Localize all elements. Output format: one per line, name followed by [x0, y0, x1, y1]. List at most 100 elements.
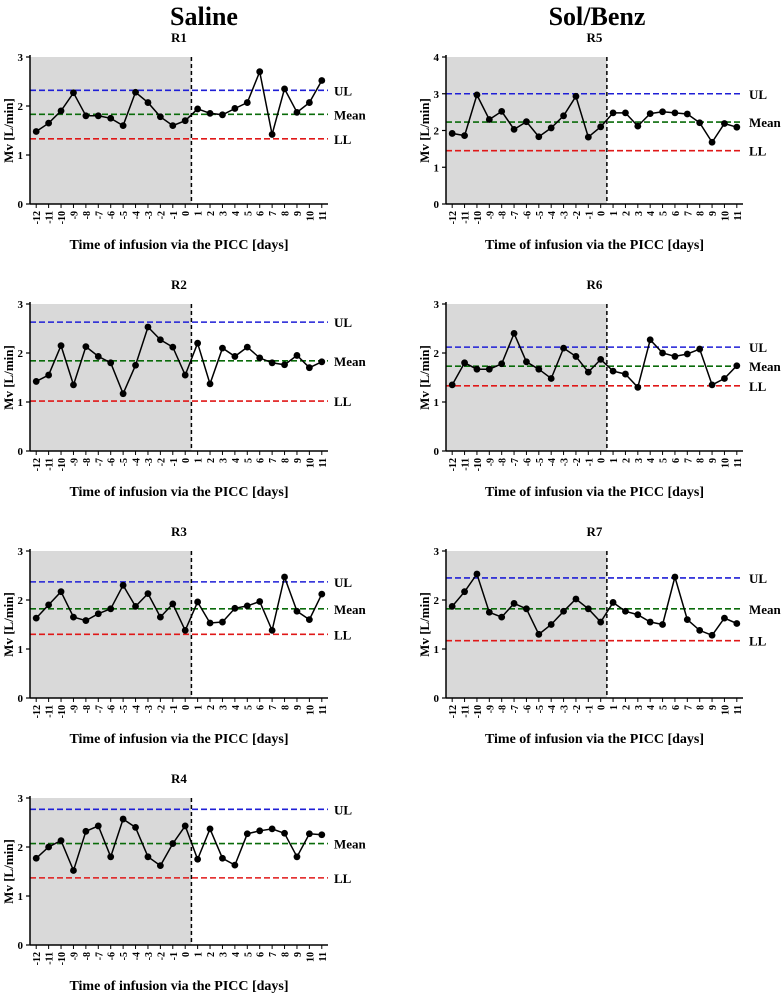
r5-data-point: [572, 92, 580, 100]
r4-x-tick-label: -10: [57, 952, 68, 965]
r2-data-point: [206, 380, 214, 388]
r1-x-tick-label: 3: [218, 211, 229, 216]
r3-data-point: [256, 598, 264, 605]
r4-x-tick-label: -6: [107, 952, 118, 960]
r4-x-tick-label: -11: [45, 952, 56, 965]
r4-data-point: [119, 815, 127, 823]
r4-x-tick-label: -1: [169, 952, 180, 960]
r2-data-point: [293, 352, 301, 359]
r6-data-point: [696, 345, 704, 353]
r4-data-point: [94, 822, 102, 830]
r5-y-axis-label: Mv [L/min]: [417, 98, 432, 163]
r7-data-point: [584, 605, 592, 613]
r2-x-tick-label: -7: [94, 458, 105, 466]
r1-ul-label: UL: [334, 83, 352, 98]
r4-x-tick-label: 11: [318, 952, 329, 961]
r4-data-point: [57, 837, 65, 845]
r3-x-tick-label: 0: [181, 705, 192, 710]
r1-x-tick-label: 5: [243, 211, 254, 216]
r5-x-tick-label: 2: [621, 211, 632, 216]
r2-x-tick-label: 7: [268, 458, 279, 463]
r1-y-tick-label: 2: [18, 101, 24, 113]
r6-mean-label: Mean: [749, 359, 782, 374]
r6-x-axis-label: Time of infusion via the PICC [days]: [485, 485, 704, 500]
r4-data-point: [293, 853, 301, 861]
r2-x-axis-label: Time of infusion via the PICC [days]: [69, 485, 288, 500]
r3-x-tick-label: -11: [45, 705, 56, 718]
r2-x-tick-label: -1: [169, 458, 180, 466]
r5-x-tick-label: 6: [671, 211, 682, 216]
r7-x-tick-label: 4: [646, 705, 657, 710]
r5-x-tick-label: 1: [609, 211, 620, 216]
r1-x-tick-label: 4: [231, 211, 242, 216]
r7-data-point: [485, 608, 493, 616]
r5-data-point: [510, 125, 518, 133]
r6-data-point: [609, 367, 617, 375]
r4-x-tick-label: -3: [144, 952, 155, 960]
r6-data-point: [659, 349, 666, 357]
r2-data-point: [305, 364, 313, 372]
r1-data-point: [156, 113, 164, 121]
r2-data-point: [57, 342, 65, 350]
r6-data-point: [597, 355, 605, 363]
r5-data-point: [683, 110, 691, 118]
r3-chart-title: R3: [171, 524, 187, 539]
r1-x-tick-label: 11: [318, 211, 329, 220]
r2-data-point: [318, 358, 326, 366]
r7-data-point: [535, 630, 543, 638]
r3-data-point: [219, 618, 226, 626]
r4-data-point: [231, 861, 239, 869]
r7-x-tick-label: -1: [584, 705, 595, 713]
r6-x-tick-label: -2: [572, 458, 583, 466]
r6-data-point: [547, 375, 555, 382]
r6-data-point: [708, 381, 716, 389]
r1-data-point: [57, 107, 65, 115]
r1-data-point: [32, 128, 40, 135]
r4-data-point: [318, 831, 326, 839]
r4-x-tick-label: 4: [231, 952, 242, 957]
r3-y-tick-label: 2: [18, 595, 24, 607]
r7-x-tick-label: -6: [522, 705, 533, 713]
r1-x-tick-label: -2: [156, 211, 167, 219]
r2-x-tick-label: -8: [82, 458, 93, 466]
r6-data-point: [721, 375, 728, 382]
r3-y-tick-label: 1: [18, 644, 24, 656]
r1-y-tick-label: 1: [18, 150, 24, 162]
r1-data-point: [82, 112, 90, 120]
r3-x-tick-label: 3: [218, 705, 229, 710]
r7-baseline-shading: [446, 551, 607, 698]
r1-x-tick-label: -9: [69, 211, 80, 219]
r6-x-tick-label: 2: [621, 458, 632, 463]
r3-x-tick-label: -9: [69, 705, 80, 713]
r6-data-point: [634, 383, 642, 391]
r6-x-tick-label: 8: [696, 458, 707, 463]
r5-data-point: [696, 119, 704, 127]
r6-y-tick-label: 1: [434, 397, 440, 409]
r1-mean-label: Mean: [334, 107, 367, 122]
r7-data-point: [560, 607, 567, 615]
r1-baseline-shading: [30, 57, 192, 204]
r7-data-point: [609, 599, 617, 606]
r4-y-tick-label: 0: [18, 940, 24, 952]
r7-x-tick-label: -5: [535, 705, 546, 713]
r5-x-tick-label: 0: [597, 211, 608, 216]
r6-x-tick-label: 0: [597, 458, 608, 463]
r4-x-tick-label: 3: [218, 952, 229, 957]
r7-y-axis-label: Mv [L/min]: [417, 592, 432, 657]
r4-chart-title: R4: [171, 771, 187, 786]
r1-data-point: [305, 99, 313, 106]
r1-data-point: [243, 99, 251, 106]
r5-x-tick-label: 8: [696, 211, 707, 216]
r5-x-tick-label: -4: [547, 211, 558, 219]
r4-y-tick-label: 1: [18, 891, 24, 903]
r5-mean-label: Mean: [749, 115, 782, 130]
r7-data-point: [510, 600, 518, 607]
r5-data-point: [646, 110, 654, 117]
r2-data-point: [82, 343, 90, 351]
r4-x-tick-label: 7: [268, 952, 279, 957]
r6-x-tick-label: -1: [584, 458, 595, 466]
r2-data-point: [181, 371, 189, 379]
r4-y-tick-label: 2: [18, 842, 24, 854]
r2-x-tick-label: 10: [305, 458, 316, 468]
